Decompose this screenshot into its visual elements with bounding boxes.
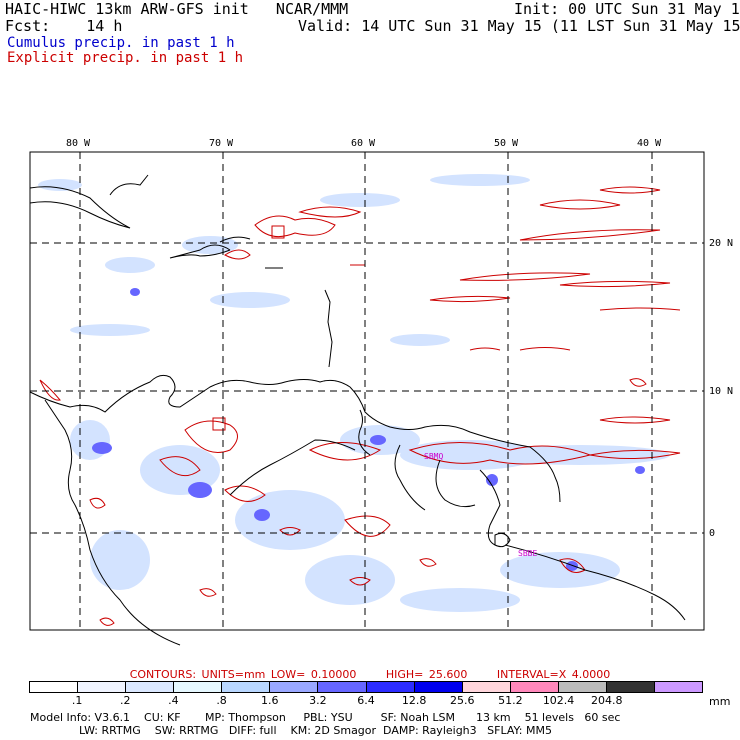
legend-cumulus: Cumulus precip. in past 1 h: [7, 35, 235, 51]
shaded-precip: [30, 160, 704, 630]
lat-lon-grid: [30, 152, 704, 630]
model-info-line2: LW: RRTMG SW: RRTMG DIFF: full KM: 2D Sm…: [30, 724, 552, 737]
colorbar-tick-label: 3.2: [309, 694, 327, 707]
colorbar: [29, 681, 703, 693]
contour-info: CONTOURS: UNITS=mm LOW= 0.10000 HIGH= 25…: [0, 668, 740, 681]
init-time: Init: 00 UTC Sun 31 May 15: [514, 0, 740, 18]
explicit-contours: [39, 186, 681, 626]
colorbar-swatch: [605, 682, 655, 692]
colorbar-swatch: [77, 682, 126, 692]
lat-label-10n: 10 N: [709, 386, 733, 397]
colorbar-swatch: [269, 682, 318, 692]
colorbar-ticks: .1 .2 .4 .8 1.6 3.2 6.4 12.8 25.6 51.2 102.4 204.8: [0, 694, 740, 708]
station-label-sbmq: SBMQ: [424, 452, 443, 461]
colorbar-swatch: [30, 682, 78, 692]
lat-label-20n: 20 N: [709, 238, 733, 249]
colorbar-tick-label: 12.8: [401, 694, 427, 707]
forecast-hour: Fcst: 14 h: [5, 17, 123, 35]
lat-label-0: 0: [709, 528, 715, 539]
colorbar-tick-label: .8: [216, 694, 227, 707]
colorbar-tick-label: 1.6: [260, 694, 279, 707]
colorbar-tick-label: 102.4: [542, 694, 575, 707]
colorbar-swatch: [365, 682, 414, 692]
map-frame: [29, 151, 705, 631]
colorbar-tick-label: .1: [71, 694, 83, 707]
colorbar-tick-label: 6.4: [357, 694, 375, 707]
colorbar-swatch: [173, 682, 222, 692]
cumulus-cores: [92, 288, 645, 571]
valid-time: Valid: 14 UTC Sun 31 May 15 (11 LST Sun …: [298, 17, 740, 35]
colorbar-swatch: [654, 682, 703, 692]
lon-label-60w: 60 W: [351, 138, 376, 149]
legend-explicit: Explicit precip. in past 1 h: [7, 50, 244, 66]
contour-interval: INTERVAL=X 4.0000: [496, 668, 611, 681]
colorbar-tick-label: 51.2: [498, 694, 523, 707]
colorbar-swatch: [461, 682, 510, 692]
colorbar-unit: mm: [709, 695, 731, 708]
lon-label-80w: 80 W: [66, 138, 91, 149]
station-label-sbbe: SBBE: [518, 549, 537, 558]
lon-labels: 80 W 70 W 60 W 50 W 40 W: [66, 138, 662, 149]
colorbar-tick-label: .4: [168, 694, 179, 707]
model-title: HAIC-HIWC 13km ARW-GFS init NCAR/MMM: [5, 0, 349, 18]
lat-labels: 20 N 10 N 0: [709, 238, 733, 539]
colorbar-swatch: [221, 682, 270, 692]
contour-units: CONTOURS: UNITS=mm LOW= 0.10000: [129, 668, 357, 681]
colorbar-tick-label: 25.6: [450, 694, 475, 707]
contour-high: HIGH= 25.600: [385, 668, 468, 681]
model-info-line1: Model Info: V3.6.1 CU: KF MP: Thompson P…: [30, 711, 621, 724]
lon-label-50w: 50 W: [494, 138, 519, 149]
contour-high-boxes: [212, 225, 285, 431]
lon-label-70w: 70 W: [209, 138, 234, 149]
colorbar-tick-label: 204.8: [590, 694, 623, 707]
colorbar-swatch: [557, 682, 606, 692]
colorbar-swatch: [509, 682, 558, 692]
colorbar-swatch: [413, 682, 462, 692]
lon-label-40w: 40 W: [637, 138, 662, 149]
colorbar-tick-label: .2: [120, 694, 131, 707]
colorbar-swatch: [125, 682, 174, 692]
colorbar-swatch: [317, 682, 366, 692]
